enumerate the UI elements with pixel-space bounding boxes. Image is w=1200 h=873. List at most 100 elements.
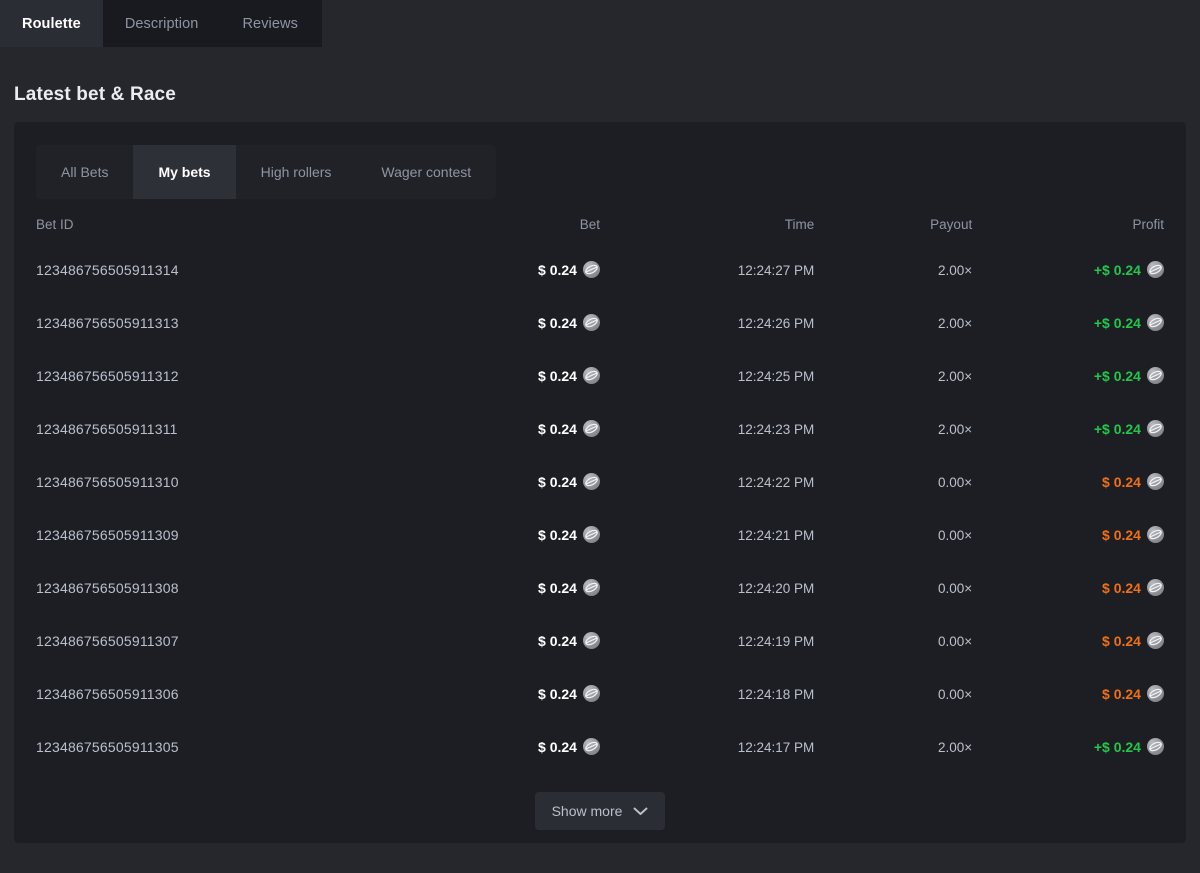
cell-profit: $ 0.24 <box>1102 685 1164 703</box>
cell-time: 12:24:23 PM <box>737 421 815 437</box>
show-more-button[interactable]: Show more <box>534 792 666 830</box>
cell-bet-amount: $ 0.24 <box>538 738 600 756</box>
cell-bet-amount-text: $ 0.24 <box>538 261 577 278</box>
cell-bet-amount: $ 0.24 <box>538 685 600 703</box>
tab-reviews[interactable]: Reviews <box>220 0 320 47</box>
cell-payout: 2.00× <box>938 262 973 278</box>
cell-time: 12:24:18 PM <box>737 686 815 702</box>
cell-payout: 2.00× <box>938 739 973 755</box>
product-tabbar: Roulette Description Reviews <box>0 0 322 47</box>
cell-bet-amount-text: $ 0.24 <box>538 579 577 596</box>
cell-bet-id: 123486756505911309 <box>36 526 179 543</box>
cell-profit: +$ 0.24 <box>1093 261 1164 279</box>
table-row[interactable]: 123486756505911309 $ 0.24 12:24:21 PM 0.00×… <box>36 509 1164 562</box>
table-row[interactable]: 123486756505911314 $ 0.24 12:24:27 PM 2.00×… <box>36 244 1164 297</box>
cell-bet-amount-text: $ 0.24 <box>538 420 577 437</box>
cell-bet-amount: $ 0.24 <box>538 632 600 650</box>
coin-icon <box>1146 420 1164 438</box>
cell-time: 12:24:20 PM <box>737 580 815 596</box>
coin-icon <box>1146 738 1164 756</box>
cell-bet-id: 123486756505911314 <box>36 261 179 278</box>
table-row[interactable]: 123486756505911305 $ 0.24 12:24:17 PM 2.00×… <box>36 721 1164 774</box>
cell-bet-amount-text: $ 0.24 <box>538 526 577 543</box>
cell-bet-id: 123486756505911306 <box>36 685 179 702</box>
cell-bet-amount: $ 0.24 <box>538 473 600 491</box>
tab-description[interactable]: Description <box>103 0 221 47</box>
coin-icon <box>1146 367 1164 385</box>
cell-time: 12:24:19 PM <box>737 633 815 649</box>
cell-profit-text: $ 0.24 <box>1102 526 1141 543</box>
coin-icon <box>582 685 600 703</box>
cell-bet-id: 123486756505911313 <box>36 314 179 331</box>
cell-profit: $ 0.24 <box>1102 526 1164 544</box>
cell-profit-text: +$ 0.24 <box>1093 261 1141 278</box>
cell-bet-id: 123486756505911310 <box>36 473 179 490</box>
tab-high-rollers-label: High rollers <box>260 164 332 180</box>
bet-filter-tabs: All Bets My bets High rollers Wager cont… <box>36 145 497 199</box>
tab-high-rollers[interactable]: High rollers <box>236 145 357 199</box>
table-row[interactable]: 123486756505911307 $ 0.24 12:24:19 PM 0.00×… <box>36 615 1164 668</box>
coin-icon <box>1146 261 1164 279</box>
cell-payout: 0.00× <box>938 580 973 596</box>
cell-payout: 0.00× <box>938 686 973 702</box>
cell-payout: 0.00× <box>938 633 973 649</box>
tab-all-bets-label: All Bets <box>61 164 109 180</box>
cell-bet-amount-text: $ 0.24 <box>538 473 577 490</box>
cell-profit-text: +$ 0.24 <box>1093 367 1141 384</box>
coin-icon <box>582 420 600 438</box>
page-title: Latest bet & Race <box>14 84 176 105</box>
column-header-time: Time <box>784 216 815 232</box>
cell-payout: 0.00× <box>938 527 973 543</box>
cell-bet-amount: $ 0.24 <box>538 579 600 597</box>
cell-time: 12:24:25 PM <box>737 368 815 384</box>
coin-icon <box>582 261 600 279</box>
coin-icon <box>1146 314 1164 332</box>
cell-time: 12:24:17 PM <box>737 739 815 755</box>
tab-my-bets-label: My bets <box>158 164 211 180</box>
cell-profit: $ 0.24 <box>1102 473 1164 491</box>
table-row[interactable]: 123486756505911308 $ 0.24 12:24:20 PM 0.00×… <box>36 562 1164 615</box>
cell-bet-id: 123486756505911312 <box>36 367 179 384</box>
cell-profit: $ 0.24 <box>1102 579 1164 597</box>
cell-bet-amount-text: $ 0.24 <box>538 632 577 649</box>
cell-payout: 2.00× <box>938 421 973 437</box>
tab-wager-contest[interactable]: Wager contest <box>356 145 496 199</box>
column-header-payout: Payout <box>930 216 973 232</box>
coin-icon <box>582 367 600 385</box>
cell-bet-amount-text: $ 0.24 <box>538 685 577 702</box>
cell-bet-amount: $ 0.24 <box>538 314 600 332</box>
table-row[interactable]: 123486756505911306 $ 0.24 12:24:18 PM 0.00×… <box>36 668 1164 721</box>
cell-bet-amount: $ 0.24 <box>538 261 600 279</box>
show-more-container: Show more <box>14 792 1186 830</box>
cell-profit-text: $ 0.24 <box>1102 632 1141 649</box>
table-row[interactable]: 123486756505911313 $ 0.24 12:24:26 PM 2.00×… <box>36 297 1164 350</box>
cell-payout: 2.00× <box>938 368 973 384</box>
coin-icon <box>582 526 600 544</box>
table-row[interactable]: 123486756505911310 $ 0.24 12:24:22 PM 0.00×… <box>36 456 1164 509</box>
cell-payout: 2.00× <box>938 315 973 331</box>
tab-all-bets[interactable]: All Bets <box>36 145 133 199</box>
bets-table: Bet ID Bet Time Payout Profit 1234867565… <box>14 204 1186 774</box>
cell-time: 12:24:21 PM <box>737 527 815 543</box>
table-row[interactable]: 123486756505911312 $ 0.24 12:24:25 PM 2.00×… <box>36 350 1164 403</box>
cell-bet-amount-text: $ 0.24 <box>538 367 577 384</box>
show-more-label: Show more <box>551 803 623 819</box>
cell-profit: +$ 0.24 <box>1094 314 1164 332</box>
cell-bet-amount: $ 0.24 <box>538 420 600 438</box>
cell-bet-amount-text: $ 0.24 <box>538 738 577 755</box>
cell-profit: $ 0.24 <box>1102 632 1164 650</box>
cell-time: 12:24:22 PM <box>737 474 815 490</box>
tab-my-bets[interactable]: My bets <box>133 145 236 199</box>
cell-profit-text: +$ 0.24 <box>1093 420 1141 437</box>
coin-icon <box>582 473 600 491</box>
cell-profit-text: $ 0.24 <box>1102 473 1141 490</box>
tab-roulette[interactable]: Roulette <box>0 0 103 47</box>
chevron-down-icon <box>633 807 648 816</box>
table-row[interactable]: 123486756505911311 $ 0.24 12:24:23 PM 2.00×… <box>36 403 1164 456</box>
cell-bet-id: 123486756505911308 <box>36 579 179 596</box>
cell-bet-id: 123486756505911307 <box>36 632 179 649</box>
coin-icon <box>1146 685 1164 703</box>
cell-bet-amount: $ 0.24 <box>538 526 600 544</box>
cell-time: 12:24:26 PM <box>737 315 815 331</box>
tab-reviews-label: Reviews <box>242 15 298 32</box>
